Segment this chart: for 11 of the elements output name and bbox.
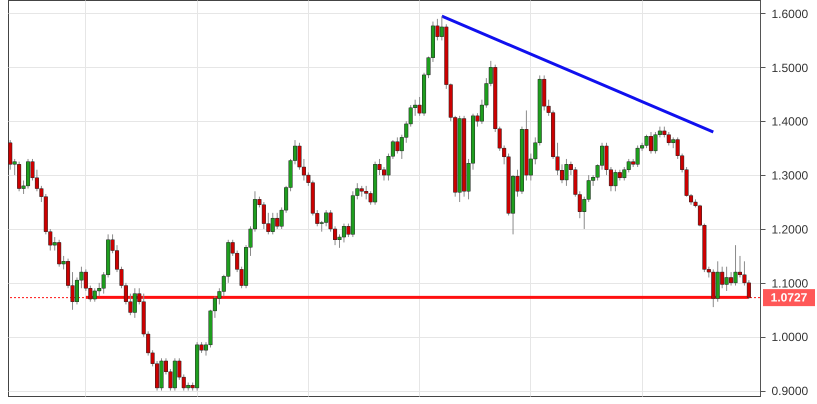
ref-line-label: 1.0727: [770, 290, 808, 305]
y-tick-label: 1.1000: [772, 276, 809, 290]
y-tick-label: 1.2000: [772, 222, 809, 236]
y-tick-label: 0.9000: [772, 384, 809, 398]
candlestick: [648, 132, 654, 154]
y-tick-label: 1.0000: [772, 330, 809, 344]
y-tick-label: 1.3000: [772, 168, 809, 183]
y-tick-label: 1.4000: [772, 114, 809, 129]
candlestick: [733, 244, 738, 286]
y-tick-label: 1.5000: [772, 60, 809, 75]
y-tick-label: 1.6000: [772, 6, 809, 21]
